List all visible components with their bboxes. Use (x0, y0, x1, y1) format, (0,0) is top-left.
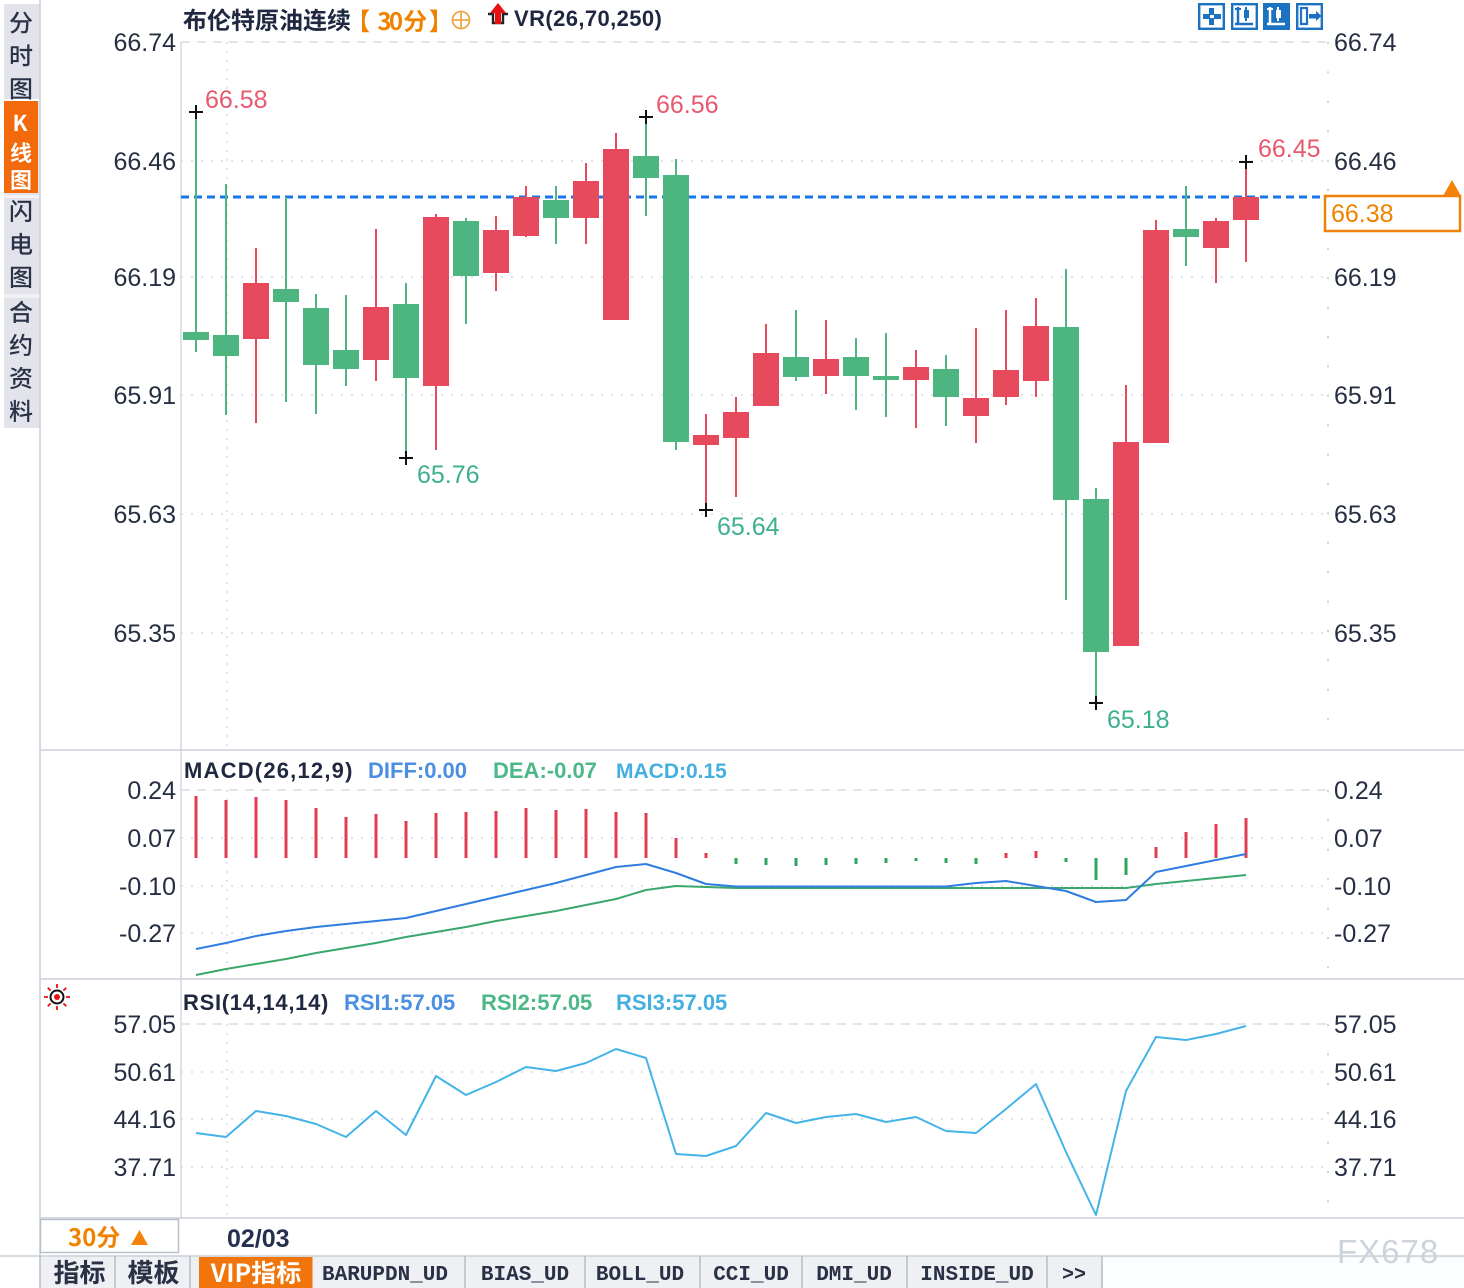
svg-text:02/03: 02/03 (227, 1225, 290, 1253)
svg-text:65.35: 65.35 (1334, 620, 1397, 648)
svg-text:FX678: FX678 (1337, 1233, 1439, 1270)
svg-text:RSI(14,14,14): RSI(14,14,14) (183, 990, 329, 1015)
svg-text:65.91: 65.91 (113, 382, 176, 410)
svg-text:66.38: 66.38 (1331, 200, 1394, 228)
svg-text:50.61: 50.61 (1334, 1059, 1397, 1087)
svg-text:MACD(26,12,9): MACD(26,12,9) (184, 758, 354, 783)
svg-text:BARUPDN_UD: BARUPDN_UD (322, 1264, 448, 1287)
svg-text:66.74: 66.74 (1334, 29, 1397, 57)
svg-text:0.24: 0.24 (1334, 777, 1383, 805)
svg-text:37.71: 37.71 (1334, 1154, 1397, 1182)
svg-text:DIFF:0.00: DIFF:0.00 (368, 758, 467, 783)
svg-text:-0.10: -0.10 (1334, 873, 1391, 901)
svg-text:66.46: 66.46 (1334, 148, 1397, 176)
svg-text:65.18: 65.18 (1107, 706, 1170, 734)
svg-text:BIAS_UD: BIAS_UD (481, 1264, 569, 1287)
svg-text:0.07: 0.07 (1334, 825, 1383, 853)
svg-text:57.05: 57.05 (113, 1011, 176, 1039)
svg-text:66.46: 66.46 (113, 148, 176, 176)
svg-text:DEA:-0.07: DEA:-0.07 (493, 758, 597, 783)
svg-text:BOLL_UD: BOLL_UD (596, 1264, 684, 1287)
svg-text:0.07: 0.07 (127, 825, 176, 853)
svg-text:65.91: 65.91 (1334, 382, 1397, 410)
svg-text:66.19: 66.19 (1334, 264, 1397, 292)
svg-text:66.58: 66.58 (205, 86, 268, 114)
svg-text:65.63: 65.63 (113, 501, 176, 529)
svg-text:0.24: 0.24 (127, 777, 176, 805)
svg-text:65.63: 65.63 (1334, 501, 1397, 529)
svg-text:50.61: 50.61 (113, 1059, 176, 1087)
svg-text:66.74: 66.74 (113, 29, 176, 57)
svg-text:INSIDE_UD: INSIDE_UD (920, 1264, 1033, 1287)
svg-text:65.35: 65.35 (113, 620, 176, 648)
svg-text:57.05: 57.05 (1334, 1011, 1397, 1039)
svg-text:44.16: 44.16 (1334, 1106, 1397, 1134)
svg-text:-0.10: -0.10 (119, 873, 176, 901)
svg-text:-0.27: -0.27 (119, 920, 176, 948)
svg-text:66.19: 66.19 (113, 264, 176, 292)
svg-text:DMI_UD: DMI_UD (816, 1264, 892, 1287)
svg-text:65.76: 65.76 (417, 461, 480, 489)
svg-text:CCI_UD: CCI_UD (713, 1264, 789, 1287)
svg-text:65.64: 65.64 (717, 513, 780, 541)
svg-text:-0.27: -0.27 (1334, 920, 1391, 948)
svg-text:>>: >> (1062, 1264, 1086, 1287)
svg-text:MACD:0.15: MACD:0.15 (616, 760, 727, 783)
svg-text:37.71: 37.71 (113, 1154, 176, 1182)
svg-text:66.56: 66.56 (656, 91, 719, 119)
svg-text:RSI1:57.05: RSI1:57.05 (344, 990, 455, 1015)
svg-text:VR(26,70,250): VR(26,70,250) (514, 6, 662, 31)
svg-text:RSI2:57.05: RSI2:57.05 (481, 990, 592, 1015)
svg-text:44.16: 44.16 (113, 1106, 176, 1134)
svg-text:RSI3:57.05: RSI3:57.05 (616, 990, 727, 1015)
svg-text:66.45: 66.45 (1258, 135, 1321, 163)
